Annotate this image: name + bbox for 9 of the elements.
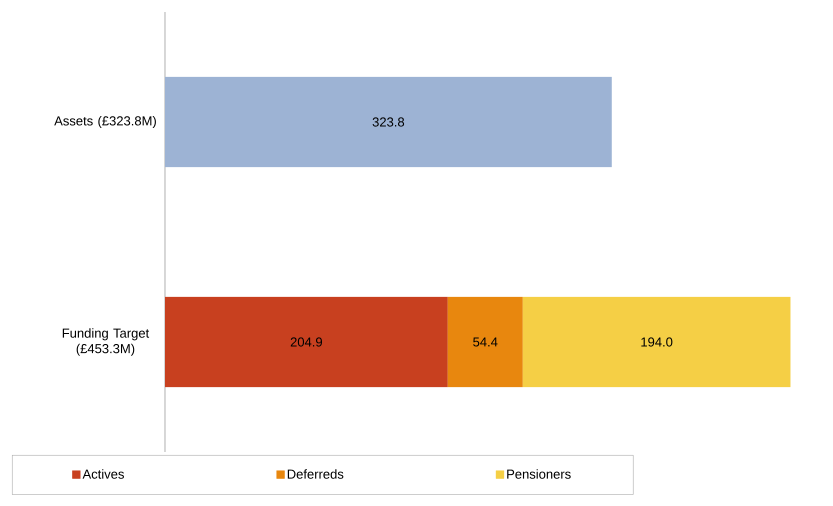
- legend-label: Deferreds: [288, 469, 344, 479]
- data-label: 194.0: [641, 337, 672, 347]
- legend-label: Pensioners: [507, 469, 571, 479]
- data-label: 204.9: [290, 337, 322, 347]
- data-label: 323.8: [372, 117, 404, 127]
- y-tick-label: Funding Target (£453.3M): [62, 328, 150, 356]
- y-tick-label: Assets (£323.8M): [54, 116, 156, 128]
- data-label: 54.4: [473, 337, 498, 347]
- legend-label: Actives: [82, 469, 124, 479]
